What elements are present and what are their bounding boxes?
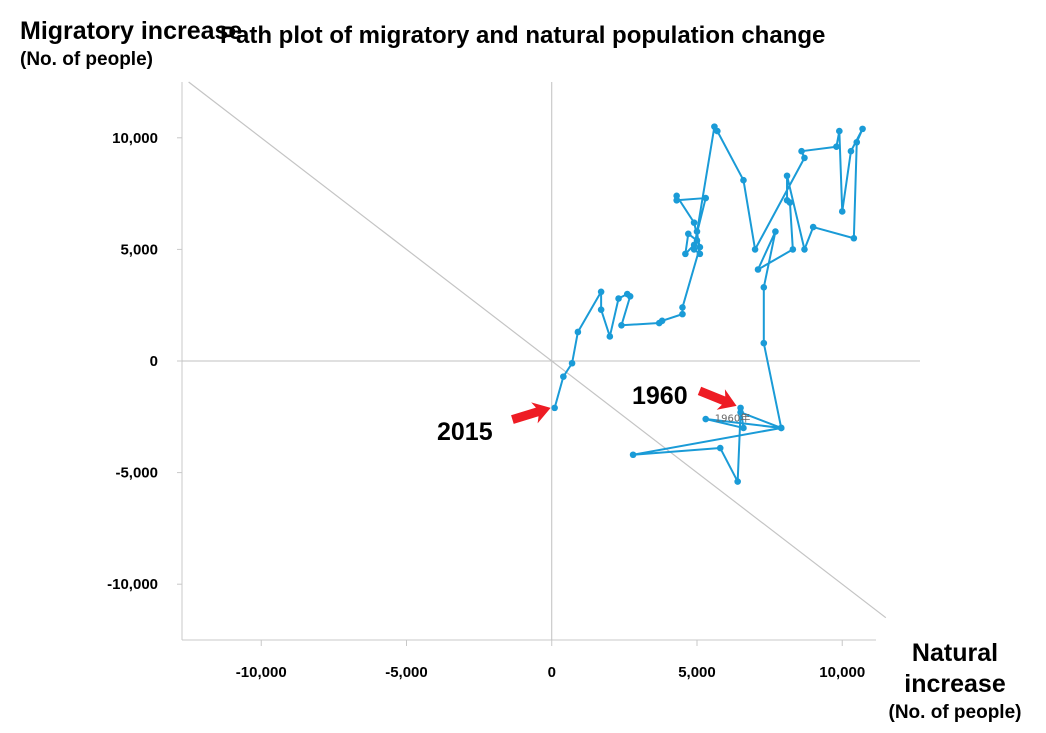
- annotation-1960: 1960: [632, 382, 688, 410]
- y-tick-label: 5,000: [120, 241, 158, 258]
- data-point: [551, 404, 558, 412]
- y-axis-unit: (No. of people): [20, 49, 153, 70]
- axes: -10,000 -5,000 0 5,000 10,000 10,000 5,000 0 -5,…: [107, 82, 920, 681]
- data-point: [693, 228, 701, 235]
- data-point: [560, 373, 567, 380]
- data-point: [801, 246, 808, 253]
- y-tick-label: 0: [150, 353, 158, 370]
- x-tick-label: 0: [548, 664, 556, 681]
- data-point: [777, 424, 785, 432]
- data-point: [606, 333, 614, 340]
- data-point: [801, 154, 808, 162]
- data-point: [754, 266, 762, 273]
- y-tick-label: -5,000: [115, 465, 158, 482]
- data-point: [679, 304, 686, 311]
- data-point: [838, 208, 846, 215]
- x-axis-label: Natural increase (No. of people): [880, 638, 1030, 726]
- data-point: [696, 250, 704, 258]
- data-point: [629, 451, 637, 459]
- reference-line-group: [188, 81, 887, 619]
- data-point: [682, 250, 689, 258]
- annotations-group: 1960 2015 1960年: [437, 382, 750, 446]
- data-point: [568, 359, 576, 367]
- data-point: [574, 328, 582, 336]
- data-point: [690, 219, 698, 226]
- x-axis-label-text: Natural increase: [904, 639, 1006, 698]
- data-point: [684, 230, 692, 238]
- data-point: [734, 478, 741, 485]
- x-tick-label: -5,000: [385, 664, 428, 681]
- data-point: [597, 288, 605, 296]
- reference-line: [188, 81, 887, 619]
- data-point: [655, 319, 663, 327]
- annotation-small: 1960年: [715, 411, 750, 424]
- data-point: [711, 123, 718, 130]
- data-point: [740, 424, 747, 432]
- y-axis-label-text: Migratory increase: [20, 17, 243, 45]
- series-line: [553, 125, 864, 483]
- data-point: [597, 306, 605, 313]
- series-group: [551, 123, 866, 485]
- data-point: [789, 246, 797, 253]
- annotation-2015: 2015: [437, 418, 493, 446]
- data-point: [737, 409, 744, 416]
- data-point: [836, 127, 843, 135]
- data-point: [716, 444, 724, 452]
- y-axis-label: Migratory increase (No. of people): [20, 16, 242, 73]
- data-point: [751, 246, 759, 253]
- y-tick-label: -10,000: [107, 576, 158, 593]
- data-point: [850, 234, 858, 242]
- data-point: [847, 147, 855, 155]
- data-point: [679, 310, 686, 318]
- data-point: [859, 125, 866, 133]
- data-point: [623, 290, 631, 298]
- arrow-shape: [697, 386, 737, 410]
- chart-title: Path plot of migratory and natural popul…: [220, 22, 826, 49]
- data-point: [702, 415, 710, 423]
- data-point: [783, 172, 791, 180]
- data-point: [809, 223, 817, 231]
- data-point: [772, 228, 779, 235]
- arrow-1960: [697, 386, 737, 410]
- data-point: [702, 194, 710, 202]
- data-point: [760, 284, 768, 291]
- data-point: [615, 295, 622, 302]
- x-axis-unit: (No. of people): [888, 702, 1022, 723]
- data-point: [696, 243, 704, 251]
- data-point: [833, 143, 840, 151]
- data-point: [798, 147, 805, 155]
- data-point: [740, 176, 747, 184]
- x-tick-label: 10,000: [819, 664, 865, 681]
- data-point: [783, 196, 791, 204]
- x-tick-label: -10,000: [236, 664, 287, 681]
- data-point: [760, 339, 768, 347]
- data-point: [618, 321, 625, 329]
- data-point: [673, 192, 680, 200]
- y-tick-label: 10,000: [112, 130, 158, 147]
- x-tick-label: 5,000: [678, 664, 716, 681]
- data-point: [690, 241, 698, 249]
- data-point: [853, 138, 861, 146]
- arrow-shape: [511, 402, 551, 424]
- arrow-2015: [511, 402, 551, 424]
